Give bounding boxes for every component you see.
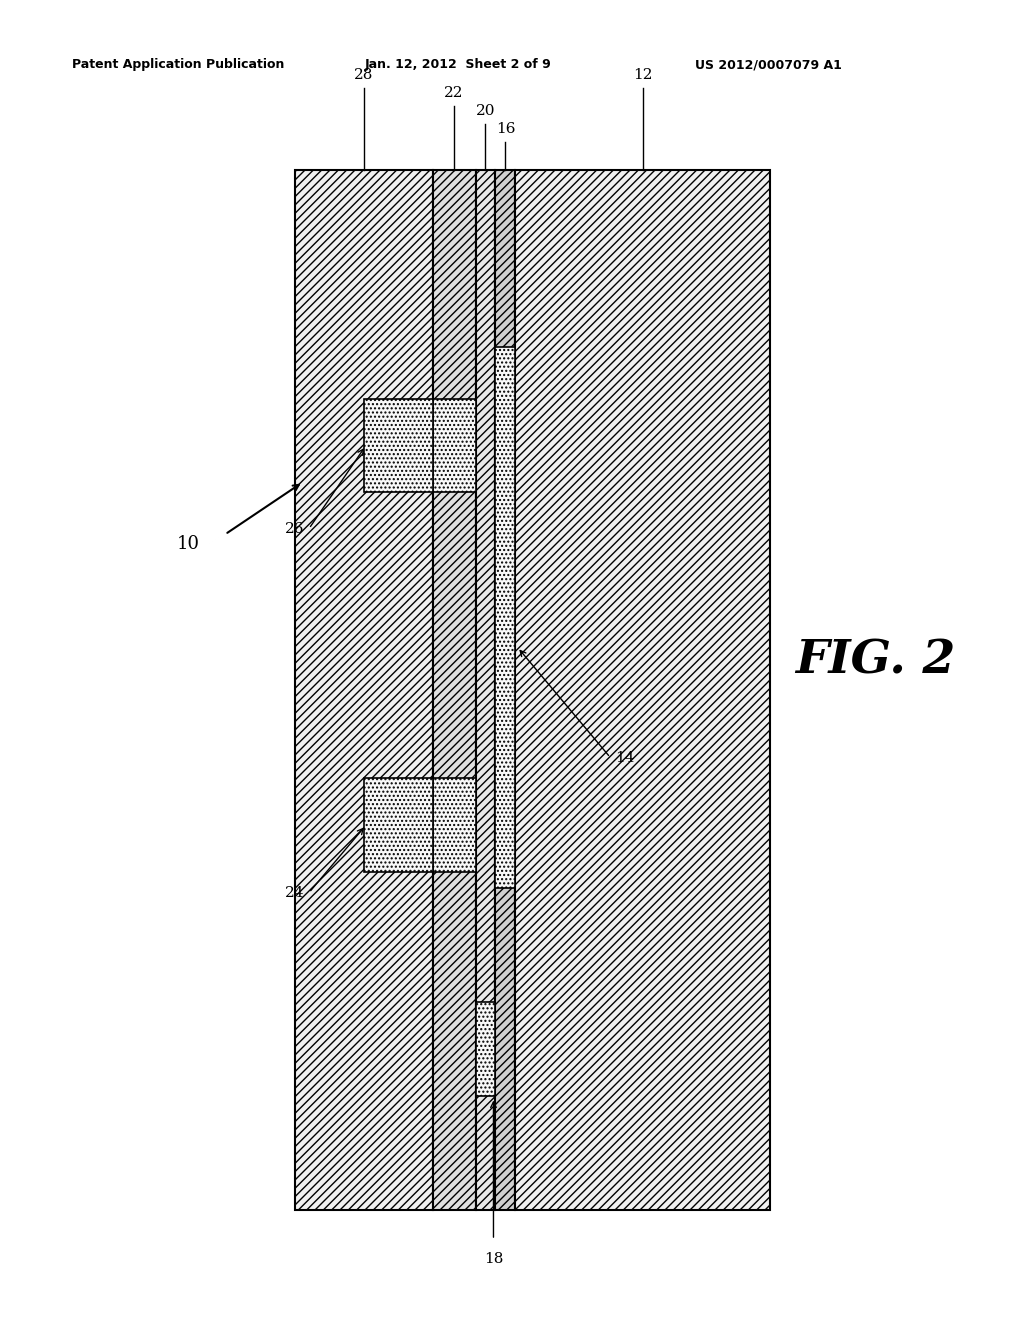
Bar bbox=[364, 399, 433, 492]
Text: 22: 22 bbox=[444, 86, 464, 100]
Bar bbox=[515, 170, 770, 1210]
Text: Jan. 12, 2012  Sheet 2 of 9: Jan. 12, 2012 Sheet 2 of 9 bbox=[365, 58, 552, 71]
Text: FIG. 2: FIG. 2 bbox=[795, 638, 955, 682]
Bar bbox=[295, 170, 433, 1210]
Text: Patent Application Publication: Patent Application Publication bbox=[72, 58, 285, 71]
Text: US 2012/0007079 A1: US 2012/0007079 A1 bbox=[695, 58, 842, 71]
Text: 12: 12 bbox=[633, 69, 652, 82]
Text: 28: 28 bbox=[354, 69, 374, 82]
Bar bbox=[475, 170, 496, 1210]
Bar bbox=[496, 347, 515, 887]
Text: 14: 14 bbox=[615, 751, 635, 764]
Text: 10: 10 bbox=[177, 536, 200, 553]
Text: 24: 24 bbox=[286, 886, 305, 900]
Text: 20: 20 bbox=[476, 104, 496, 117]
Bar bbox=[433, 170, 475, 1210]
Text: 18: 18 bbox=[483, 1251, 503, 1266]
Bar bbox=[433, 399, 475, 492]
Text: 26: 26 bbox=[286, 521, 305, 536]
Text: 16: 16 bbox=[496, 121, 515, 136]
Bar bbox=[496, 170, 515, 1210]
Bar bbox=[475, 1002, 496, 1096]
Bar bbox=[364, 779, 433, 873]
Bar bbox=[433, 779, 475, 873]
